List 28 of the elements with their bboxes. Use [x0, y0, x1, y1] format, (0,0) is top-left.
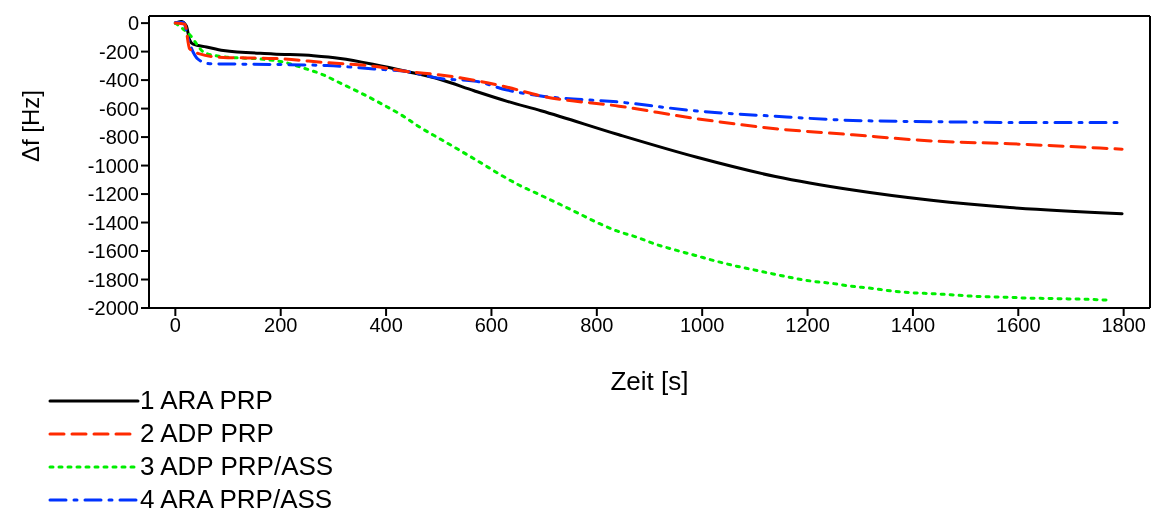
y-tick-label: -600 — [98, 97, 139, 120]
y-tick-label: -1600 — [87, 240, 139, 263]
y-tick-label: -1200 — [87, 183, 139, 206]
y-tick-label: 0 — [127, 12, 139, 35]
x-tick-label: 1600 — [996, 314, 1041, 337]
y-tick-label: -1800 — [87, 268, 139, 291]
x-tick-label: 400 — [369, 314, 403, 337]
x-axis-title: Zeit [s] — [610, 366, 689, 396]
x-tick-label: 1000 — [679, 314, 725, 337]
legend-label: 4 ARA PRP/ASS — [140, 484, 333, 515]
legend-label: 1 ARA PRP — [140, 385, 273, 416]
legend-label: 3 ADP PRP/ASS — [140, 451, 334, 482]
x-tick-label: 1800 — [1101, 314, 1146, 337]
x-tick-label: 0 — [169, 314, 181, 337]
y-tick-label: -200 — [98, 40, 139, 63]
y-axis-title: Δf [Hz] — [16, 89, 44, 162]
y-tick-label: -2000 — [87, 297, 139, 320]
x-tick-label: 1400 — [890, 314, 936, 337]
x-tick-label: 800 — [580, 314, 614, 337]
y-tick-label: -1000 — [87, 154, 139, 177]
y-tick-label: -800 — [98, 126, 139, 149]
legend-label: 2 ADP PRP — [140, 418, 274, 449]
line-series — [173, 21, 1124, 151]
y-tick-label: -400 — [98, 69, 139, 92]
y-tick-label: -1400 — [87, 211, 139, 234]
x-tick-label: 200 — [264, 314, 298, 337]
x-tick-label: 1200 — [785, 314, 830, 337]
x-tick-label: 600 — [474, 314, 509, 337]
